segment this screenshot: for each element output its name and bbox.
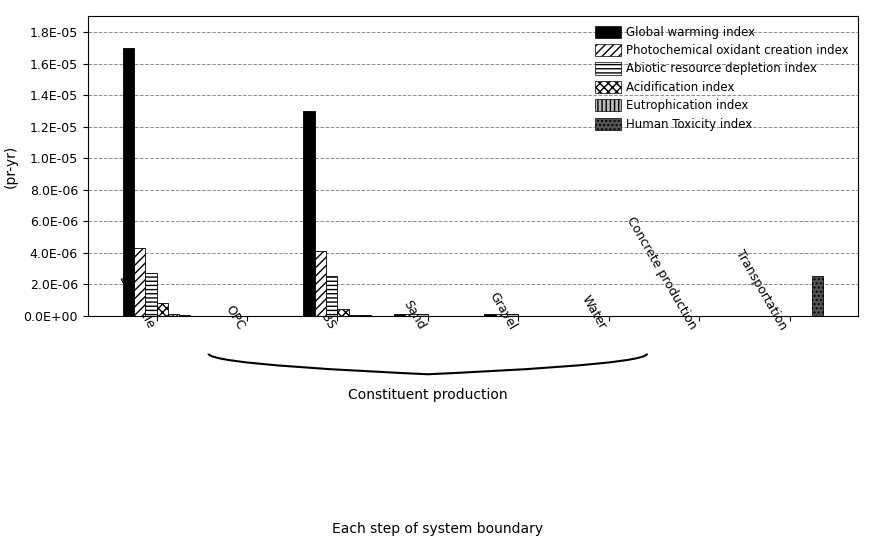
Legend: Global warming index, Photochemical oxidant creation index, Abiotic resource dep: Global warming index, Photochemical oxid… xyxy=(591,22,852,134)
Bar xyxy=(406,314,416,316)
Bar xyxy=(360,315,371,316)
Bar xyxy=(496,314,507,316)
Bar xyxy=(416,314,427,316)
Bar xyxy=(812,276,823,316)
Bar xyxy=(180,314,190,316)
Bar xyxy=(394,314,406,316)
Bar xyxy=(123,48,134,316)
Bar xyxy=(337,309,349,316)
Text: Each step of system boundary: Each step of system boundary xyxy=(332,522,544,536)
Bar xyxy=(168,314,180,316)
Bar xyxy=(303,111,314,316)
Bar xyxy=(507,314,519,316)
Bar xyxy=(484,314,496,316)
Bar xyxy=(314,251,326,316)
Bar xyxy=(145,273,157,316)
Text: Constituent production: Constituent production xyxy=(348,388,507,402)
Bar xyxy=(326,276,337,316)
Bar xyxy=(134,248,145,316)
Bar xyxy=(157,303,168,316)
Y-axis label: (pr-yr): (pr-yr) xyxy=(4,144,18,188)
